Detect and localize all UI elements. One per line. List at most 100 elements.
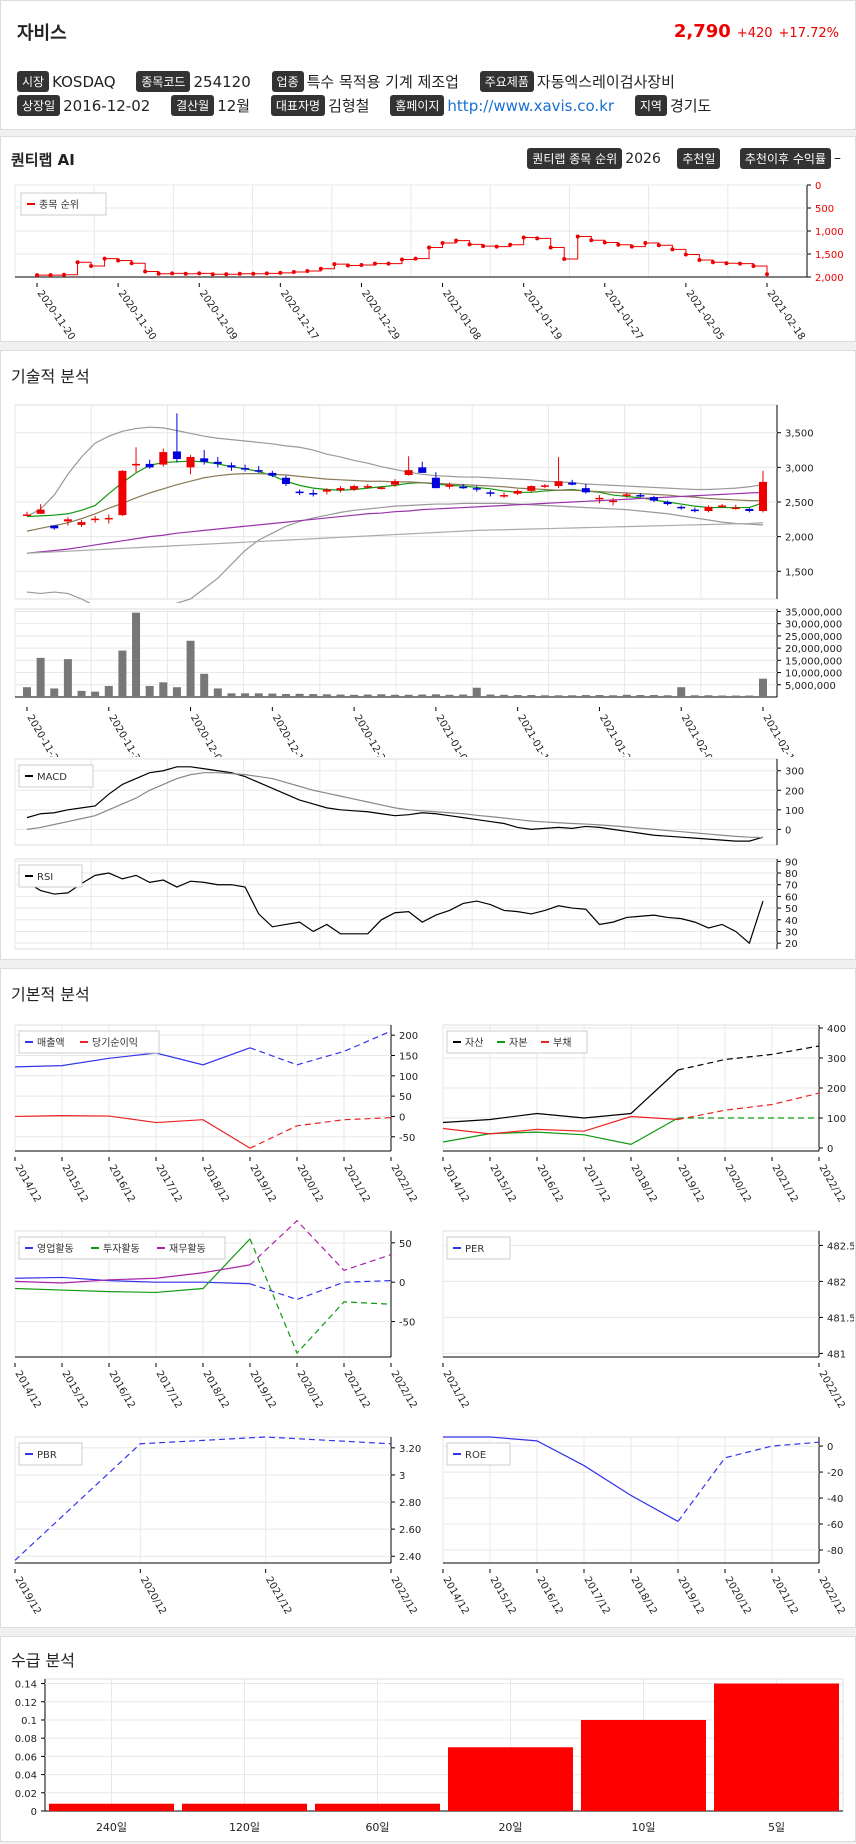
x-tick-label: 2014/12 xyxy=(12,1163,42,1204)
x-tick-label: 2019/12 xyxy=(247,1369,277,1410)
product-value: 자동엑스레이검사장비 xyxy=(536,73,675,91)
candle-body xyxy=(554,481,563,487)
candle-body xyxy=(486,492,495,494)
candle-body xyxy=(186,456,195,468)
y-tick-label: 1,500 xyxy=(785,567,814,578)
rank-point xyxy=(35,273,39,278)
rank-point xyxy=(562,257,567,262)
y-tick-label: 100 xyxy=(399,1072,418,1083)
candle-body xyxy=(50,525,59,529)
series-line xyxy=(442,1117,679,1146)
rank-point xyxy=(481,244,486,249)
rank-point xyxy=(575,234,580,239)
volume-bar xyxy=(568,695,577,697)
volume-bar xyxy=(486,694,495,697)
rank-point xyxy=(413,256,418,261)
y-tick-label: 2.80 xyxy=(399,1498,421,1509)
x-tick-label: 2021/12 xyxy=(440,1369,470,1410)
volume-bar xyxy=(213,688,222,697)
series-line xyxy=(14,1276,251,1285)
x-tick-label: 2014/12 xyxy=(12,1369,42,1410)
x-tick-label: 2021-01-08 xyxy=(433,713,472,757)
rank-point xyxy=(683,252,688,257)
volume-bar xyxy=(172,687,181,697)
candle-body xyxy=(704,506,713,512)
y-tick-label: 0.1 xyxy=(21,1716,37,1727)
region-tag: 지역 xyxy=(634,95,667,116)
industry-tag: 업종 xyxy=(271,71,304,92)
listing-tag: 상장일 xyxy=(17,95,61,116)
rank-point xyxy=(129,261,134,266)
y-tick-label: 30,000,000 xyxy=(785,620,842,631)
x-tick-label: 2021-01-27 xyxy=(602,288,644,341)
rank-point xyxy=(710,260,715,265)
rank-point xyxy=(143,269,148,274)
rank-point xyxy=(765,272,769,277)
return-value: – xyxy=(834,150,841,167)
x-tick-label: 2017/12 xyxy=(153,1369,183,1410)
x-tick-label: 2019/12 xyxy=(675,1163,705,1204)
volume-bar xyxy=(649,695,658,697)
series-line-forecast xyxy=(249,1219,392,1272)
candle-body xyxy=(91,518,100,521)
x-tick-label: 2022/12 xyxy=(816,1369,846,1410)
region-value: 경기도 xyxy=(669,97,712,115)
x-tick-label: 2020/12 xyxy=(138,1575,168,1616)
y-tick-label: 20,000,000 xyxy=(785,644,842,655)
y-tick-label: 80 xyxy=(785,869,798,880)
return-tag: 추천이후 수익률 xyxy=(739,148,831,169)
rank-point xyxy=(427,245,432,250)
volume-bar xyxy=(704,695,713,697)
market-value: KOSDAQ xyxy=(52,72,116,91)
volume-bar xyxy=(391,694,399,697)
info-row-1: 시장 KOSDAQ 종목코드 254120 업종 특수 목적용 기계 제조업 주요제품… xyxy=(17,71,691,92)
volume-bar xyxy=(254,693,263,697)
candle-body xyxy=(513,490,522,494)
x-tick-label: 2021-02-18 xyxy=(760,713,799,757)
candle-body xyxy=(663,502,672,505)
rank-point xyxy=(197,271,202,276)
y-tick-label: 50 xyxy=(399,1239,412,1250)
series-line-forecast xyxy=(249,1238,392,1355)
volume-bar xyxy=(513,695,522,697)
y-tick-label: -20 xyxy=(827,1468,843,1479)
industry-value: 특수 목적용 기계 제조업 xyxy=(306,73,459,91)
cashflow-chart: -50 0 50 영업활동 투자활동 재무활동 2014/12 2015/12 2016/12 2… xyxy=(12,1219,419,1410)
rec-date-tag: 추천일 xyxy=(677,148,721,169)
volume-bar xyxy=(377,694,386,697)
x-tick-label: 2020-12-29 xyxy=(352,713,391,757)
legend-label: 재무활동 xyxy=(169,1242,206,1255)
candle-body xyxy=(718,505,727,507)
legend-label: MACD xyxy=(37,772,67,783)
legend-box xyxy=(18,864,83,888)
legend-box xyxy=(446,1442,511,1466)
homepage-tag: 홈페이지 xyxy=(390,95,445,116)
y-tick-label: 482.50 xyxy=(827,1241,854,1252)
rank-point xyxy=(737,261,742,266)
homepage-link[interactable]: http://www.xavis.co.kr xyxy=(447,96,615,115)
rank-point xyxy=(508,242,513,247)
volume-bar xyxy=(554,695,563,697)
rank-point xyxy=(251,271,256,276)
series-line-forecast xyxy=(249,1030,392,1066)
stock-name: 자비스 xyxy=(17,23,67,44)
volume-bar xyxy=(227,693,236,697)
y-tick-label: 481 xyxy=(827,1349,846,1360)
x-tick-label: 2017/12 xyxy=(581,1575,611,1616)
x-tick-label: 2021/12 xyxy=(341,1369,371,1410)
rank-point xyxy=(467,242,472,247)
rank-point xyxy=(224,272,229,277)
price-change: +420 xyxy=(736,26,773,41)
indicator-bb_upper xyxy=(26,426,764,518)
macd-line-signal xyxy=(26,772,764,839)
candle-body xyxy=(63,519,72,522)
y-tick-label: 0 xyxy=(827,1144,833,1155)
series-line xyxy=(14,1115,251,1149)
volume-bar xyxy=(663,695,672,697)
rank-point xyxy=(291,269,296,274)
macd-line-MACD xyxy=(26,766,764,842)
candle-body xyxy=(118,470,127,516)
y-tick-label: 0.08 xyxy=(15,1734,37,1745)
y-tick-label: 50 xyxy=(399,1092,412,1103)
